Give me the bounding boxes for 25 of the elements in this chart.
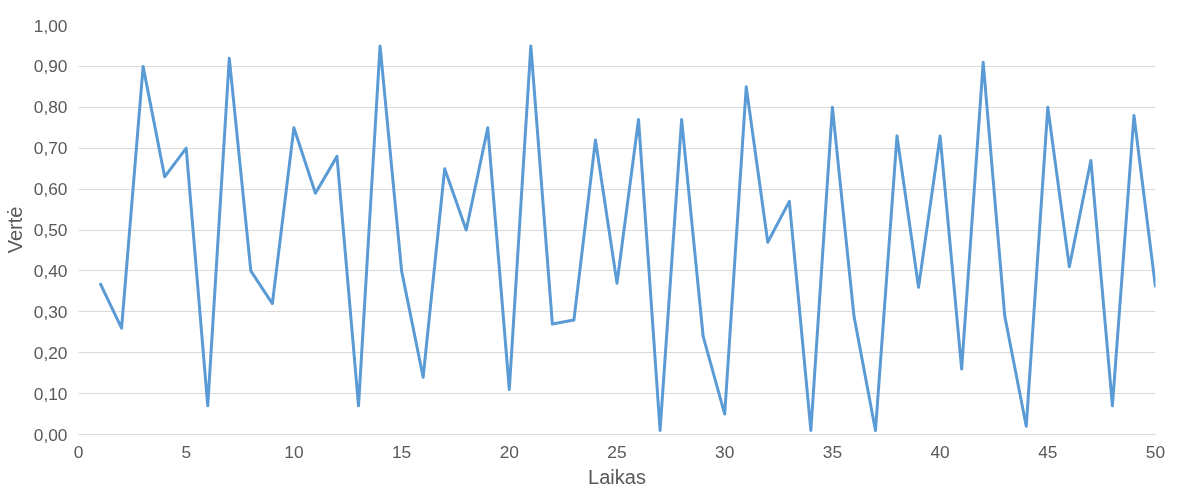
x-tick-label: 25 (607, 441, 627, 462)
y-tick-label: 0,20 (33, 342, 68, 363)
x-tick-label: 20 (499, 441, 519, 462)
x-tick-label: 30 (715, 441, 735, 462)
y-axis-title: Vertė (3, 206, 26, 254)
y-tick-label: 0,30 (33, 301, 68, 322)
x-tick-label: 0 (73, 441, 84, 462)
y-tick-label: 0,40 (33, 260, 68, 281)
x-tick-label: 50 (1145, 441, 1166, 462)
y-tick-label: 0,10 (33, 383, 68, 404)
line-series (98, 44, 1156, 432)
x-tick-label: 5 (181, 441, 192, 462)
x-tick-label: 40 (930, 441, 950, 462)
x-tick-label: 10 (284, 441, 304, 462)
y-tick-label: 0,60 (33, 179, 68, 200)
y-tick-label: 0,00 (33, 424, 68, 445)
x-tick-label: 35 (822, 441, 843, 462)
y-tick-label: 0,80 (33, 97, 68, 118)
x-tick-label: 15 (391, 441, 412, 462)
y-tick-label: 0,50 (33, 220, 68, 240)
y-tick-label: 1,00 (33, 15, 68, 36)
x-tick-label: 45 (1038, 441, 1058, 462)
y-tick-label: 0,70 (33, 138, 68, 159)
y-tick-label: 0,90 (33, 56, 68, 77)
x-axis-title: Laikas (588, 465, 646, 488)
